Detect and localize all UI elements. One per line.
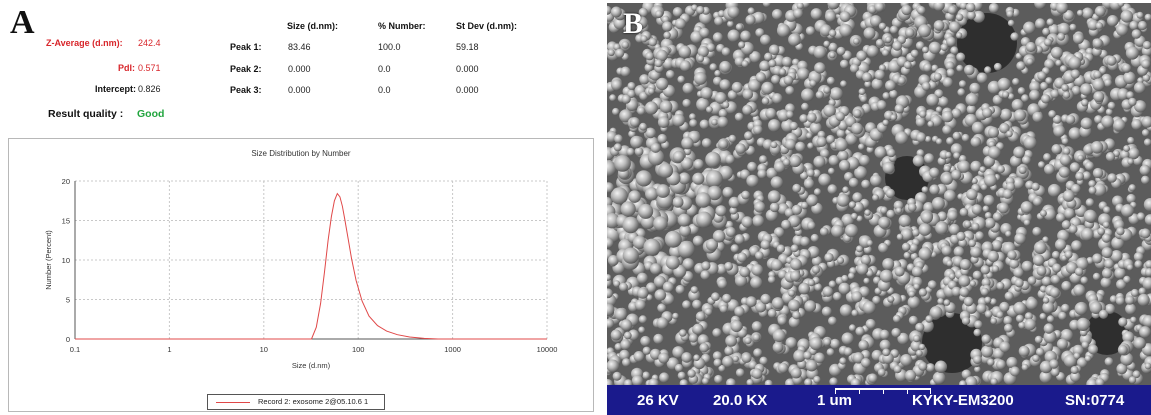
x-tick-label: 1000 [444,345,461,354]
z-average-value: 242.4 [138,38,161,48]
result-quality-value: Good [137,108,165,120]
x-tick-label: 10 [260,345,268,354]
col-header-stdev: St Dev (d.nm): [456,21,518,31]
peak-1-stdev: 59.18 [456,42,479,52]
sem-scale-label: 1 um [817,392,853,409]
x-tick-label: 10000 [537,345,558,354]
peak-1-label: Peak 1: [230,42,262,52]
peak-1-number: 100.0 [378,42,401,52]
panel-a: A Z-Average (d.nm): 242.4 PdI: 0.571 Int… [0,0,600,412]
chart-legend: Record 2: exosome 2@05.10.6 1 [207,394,385,410]
y-tick-label: 0 [66,335,70,344]
x-tick-label: 1 [167,345,171,354]
peak-3-label: Peak 3: [230,85,262,95]
legend-swatch [216,402,250,403]
sem-voltage: 26 KV [637,392,679,409]
pdi-value: 0.571 [138,63,161,73]
peak-3-number: 0.0 [378,85,391,95]
col-header-number: % Number: [378,21,426,31]
sem-scale-bar [835,388,931,396]
panel-a-letter: A [10,4,35,41]
dls-summary: Z-Average (d.nm): 242.4 PdI: 0.571 Inter… [0,0,600,130]
sem-micrograph-image [607,3,1151,391]
x-axis-label: Size (d.nm) [292,361,331,370]
z-average-label: Z-Average (d.nm): [46,38,123,48]
sem-magnification: 20.0 KX [713,392,768,409]
sem-info-bar: 26 KV 20.0 KX 1 um KYKY-EM3200 SN:0774 [607,385,1151,415]
chart-plot-area: 0.1 1 10 100 1000 10000 0 5 10 15 20 Size (d.nm) Num… [44,177,558,370]
series-line [75,192,547,340]
pdi-label: PdI: [118,63,135,73]
peak-2-number: 0.0 [378,64,391,74]
sem-serial: SN:0774 [1065,392,1125,409]
sem-instrument: KYKY-EM3200 [912,392,1014,409]
y-tick-label: 20 [62,177,70,186]
result-quality-label: Result quality : [48,108,124,120]
x-tick-label: 100 [352,345,365,354]
size-distribution-chart: Size Distribution by Number 0.1 1 10 100 100… [8,138,594,412]
chart-title: Size Distribution by Number [251,149,351,158]
intercept-label: Intercept: [95,84,137,94]
y-tick-label: 10 [62,256,70,265]
panel-b-letter: B [623,7,644,40]
peak-2-label: Peak 2: [230,64,262,74]
col-header-size: Size (d.nm): [287,21,338,31]
panel-b: B 26 KV 20.0 KX 1 um KYKY-EM3200 SN:0774 [607,3,1151,415]
peak-3-size: 0.000 [288,85,311,95]
peak-2-size: 0.000 [288,64,311,74]
peak-1-size: 83.46 [288,42,311,52]
peak-3-stdev: 0.000 [456,85,479,95]
y-axis-label: Number (Percent) [44,230,53,290]
legend-label: Record 2: exosome 2@05.10.6 1 [258,397,369,406]
y-tick-label: 5 [66,296,70,305]
intercept-value: 0.826 [138,84,161,94]
peak-2-stdev: 0.000 [456,64,479,74]
y-tick-label: 15 [62,217,70,226]
x-tick-label: 0.1 [70,345,80,354]
